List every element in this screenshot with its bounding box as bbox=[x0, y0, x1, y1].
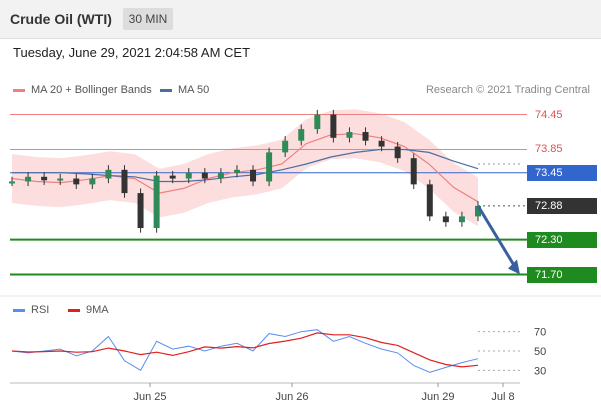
x-label-2: Jun 29 bbox=[421, 391, 454, 403]
candle-body-22 bbox=[362, 132, 369, 141]
legend-rsi: RSI bbox=[13, 304, 49, 316]
ma20-swatch bbox=[13, 88, 25, 92]
header-bar: Crude Oil (WTI) 30 MIN bbox=[0, 0, 601, 39]
ma50-swatch bbox=[160, 88, 172, 92]
candle-body-3 bbox=[57, 178, 64, 181]
datetime-label: Tuesday, June 29, 2021 2:04:58 AM CET bbox=[13, 45, 251, 60]
candle-body-20 bbox=[330, 114, 337, 138]
candle-body-19 bbox=[314, 114, 321, 130]
candle-body-17 bbox=[282, 140, 289, 153]
candle-body-0 bbox=[9, 181, 15, 184]
candle-body-5 bbox=[89, 178, 96, 185]
instrument-title: Crude Oil (WTI) bbox=[10, 11, 112, 27]
9ma-swatch bbox=[68, 308, 80, 312]
rsi-line bbox=[11, 329, 479, 373]
candle-body-23 bbox=[378, 140, 385, 147]
rsi-swatch bbox=[13, 308, 25, 312]
legend-ma50: MA 50 bbox=[160, 84, 209, 96]
legend-9ma: 9MA bbox=[68, 304, 109, 316]
candle-body-9 bbox=[153, 175, 160, 228]
candle-body-8 bbox=[137, 193, 144, 228]
rsi-level-label-2: 30 bbox=[534, 365, 546, 377]
candle-body-11 bbox=[185, 172, 192, 179]
9ma-label: 9MA bbox=[86, 304, 109, 316]
rsi-9ma-line bbox=[11, 332, 479, 368]
ma20-label: MA 20 + Bollinger Bands bbox=[31, 84, 152, 96]
forecast-arrow-head bbox=[508, 259, 520, 275]
x-label-0: Jun 25 bbox=[133, 391, 166, 403]
ma50-label: MA 50 bbox=[178, 84, 210, 96]
bollinger-band bbox=[12, 109, 478, 227]
price-tag-2: 73.45 bbox=[527, 164, 597, 181]
rsi-level-label-1: 50 bbox=[534, 346, 546, 358]
candle-body-12 bbox=[201, 172, 208, 179]
x-label-1: Jun 26 bbox=[275, 391, 308, 403]
candle-body-26 bbox=[426, 184, 433, 217]
forecast-arrow-line bbox=[476, 205, 518, 270]
credit-text: Research © 2021 Trading Central bbox=[425, 84, 590, 96]
candle-body-21 bbox=[346, 132, 353, 138]
rsi-level-label-0: 70 bbox=[534, 327, 546, 339]
price-tag-5: 71.70 bbox=[527, 266, 597, 283]
candle-body-4 bbox=[73, 178, 80, 185]
rsi-label: RSI bbox=[31, 304, 50, 316]
candle-body-25 bbox=[410, 158, 417, 185]
price-tag-0: 74.45 bbox=[535, 108, 563, 121]
price-tag-3: 72.88 bbox=[527, 197, 597, 214]
x-label-3: Jul 8 bbox=[491, 391, 514, 403]
candle-body-6 bbox=[105, 169, 112, 179]
candle-body-28 bbox=[458, 216, 465, 223]
candle-body-14 bbox=[233, 169, 240, 173]
timeframe-button[interactable]: 30 MIN bbox=[123, 8, 173, 30]
candle-body-27 bbox=[442, 216, 449, 223]
candle-body-24 bbox=[394, 146, 401, 159]
candle-body-1 bbox=[25, 176, 32, 182]
candle-body-10 bbox=[169, 175, 176, 179]
candle-body-7 bbox=[121, 169, 128, 194]
candle-body-13 bbox=[217, 172, 224, 179]
candle-body-15 bbox=[250, 169, 257, 182]
candle-body-2 bbox=[41, 176, 48, 181]
candle-body-18 bbox=[298, 129, 305, 141]
price-tag-1: 73.85 bbox=[535, 143, 563, 156]
candle-body-29 bbox=[475, 205, 481, 217]
legend-ma20: MA 20 + Bollinger Bands bbox=[13, 84, 152, 96]
candle-body-16 bbox=[266, 152, 273, 182]
price-tag-4: 72.30 bbox=[527, 231, 597, 248]
